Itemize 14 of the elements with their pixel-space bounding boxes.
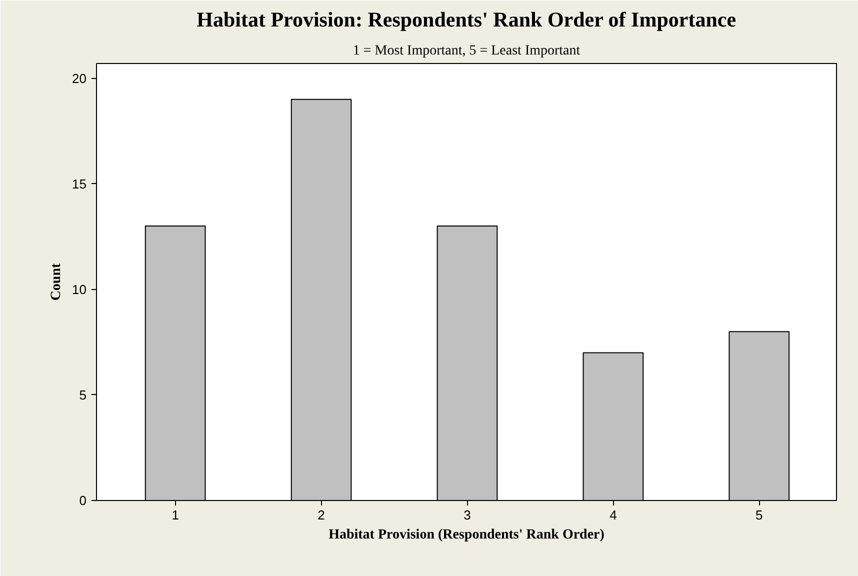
x-tick-label: 2 [318, 508, 325, 522]
x-tick-label: 1 [172, 508, 179, 522]
y-tick-label: 0 [79, 493, 87, 508]
y-tick-label: 20 [72, 70, 87, 86]
y-tick-label: 5 [79, 387, 87, 402]
y-tick-label: 15 [72, 176, 87, 192]
x-tick-label: 3 [464, 508, 471, 522]
y-tick-label: 10 [72, 282, 87, 297]
chart-title: Habitat Provision: Respondents' Rank Order of Importance [196, 8, 736, 32]
x-axis-title: Habitat Provision (Respondents' Rank Order) [328, 528, 605, 542]
y-axis-title: Count [49, 262, 64, 301]
chart-subtitle: 1 = Most Important, 5 = Least Important [352, 44, 580, 58]
x-tick-label: 5 [756, 508, 763, 522]
x-tick-label: 4 [610, 508, 617, 522]
